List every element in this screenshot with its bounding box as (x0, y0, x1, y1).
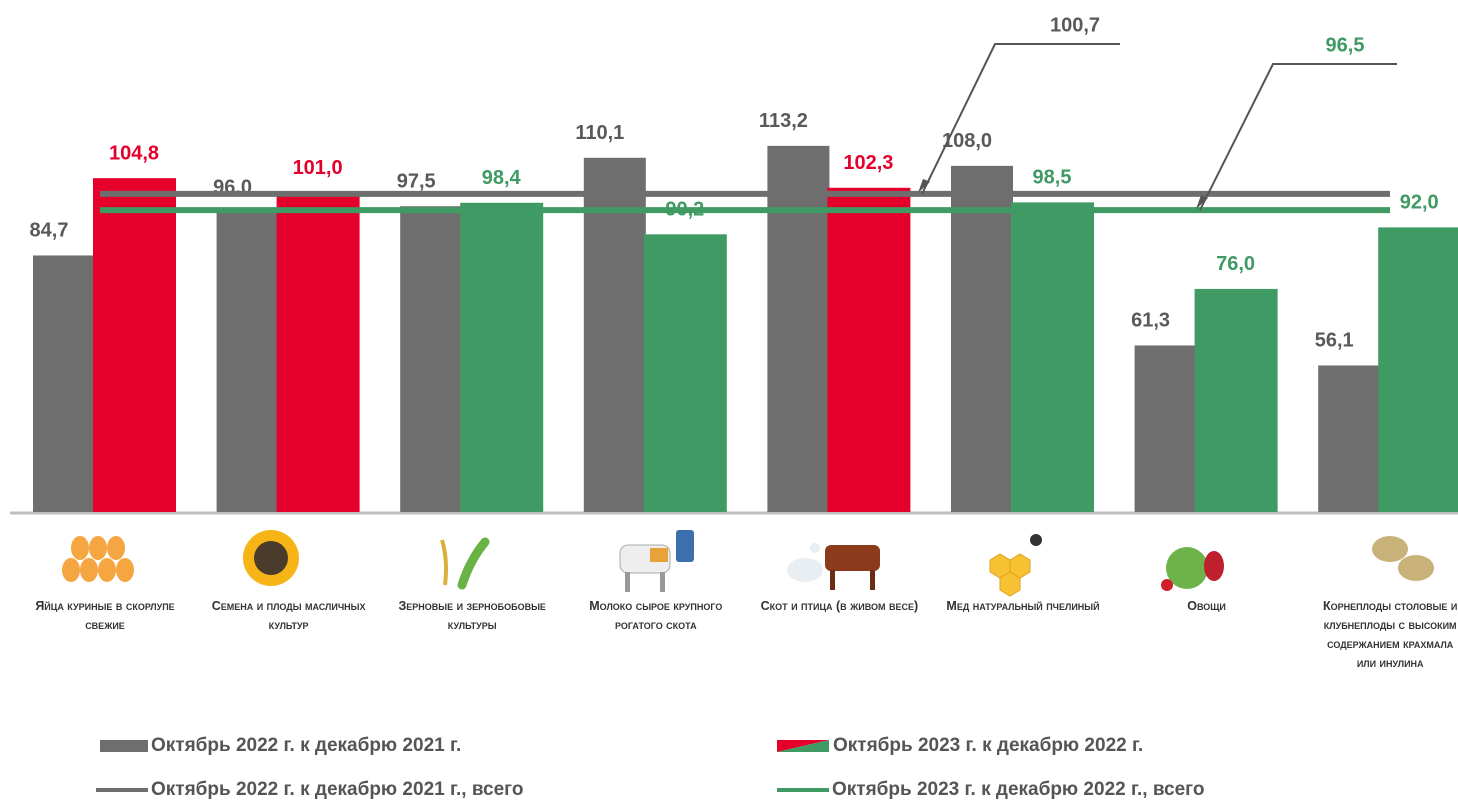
bar (827, 187, 911, 512)
bar (1378, 227, 1458, 512)
legend-label: Октябрь 2022 г. к декабрю 2021 г. (151, 735, 462, 756)
legend-swatch (777, 740, 829, 752)
reference-label: 100,7 (1050, 14, 1100, 36)
bar (1134, 345, 1197, 512)
bar (1011, 202, 1094, 512)
category-label: Мед натуральный пчелиный (946, 599, 1100, 613)
bar (400, 206, 463, 512)
callout-arrow (1196, 195, 1208, 210)
bar (216, 212, 279, 512)
legend-swatch (100, 740, 148, 752)
value-label: 110,1 (575, 122, 624, 144)
bar (33, 255, 95, 512)
value-label: 102,3 (843, 152, 893, 174)
category-label: Яйца куриные в скорлупе свежие (35, 599, 175, 632)
value-label: 98,5 (1033, 167, 1072, 189)
icon-eggs (62, 536, 134, 582)
value-label: 108,0 (942, 130, 992, 152)
legend-label: Октябрь 2023 г. к декабрю 2022 г., всего (832, 779, 1205, 800)
value-label: 101,0 (293, 157, 343, 179)
icon-vegetables (1161, 547, 1224, 591)
bar (583, 157, 646, 512)
icon-potatoes (1372, 536, 1434, 581)
value-label: 113,2 (759, 110, 808, 132)
legend-label: Октябрь 2022 г. к декабрю 2021 г., всего (151, 779, 524, 800)
value-label: 84,7 (30, 220, 69, 242)
bar (460, 202, 544, 512)
callout-line (1199, 63, 1397, 211)
category-label: Скот и птица (в живом весе) (760, 599, 919, 613)
value-label: 56,1 (1315, 330, 1354, 352)
value-label: 97,5 (397, 171, 436, 193)
value-label: 61,3 (1131, 310, 1170, 332)
value-label: 92,0 (1400, 192, 1439, 214)
bar (951, 165, 1013, 512)
category-label: Молоко сырое крупного рогатого скота (589, 599, 723, 632)
reference-label: 96,5 (1326, 34, 1365, 56)
callout-arrow (918, 178, 930, 193)
bar (1194, 288, 1278, 512)
icon-sunflower (243, 530, 299, 586)
bar (93, 178, 176, 512)
bar (276, 192, 360, 512)
bar (767, 145, 830, 512)
value-label: 104,8 (109, 142, 159, 164)
category-label: Корнеплоды столовые и клубнеплоды с высо… (1322, 599, 1458, 670)
icon-livestock (787, 543, 880, 590)
category-label: Зерновые и зернобобовые культуры (398, 599, 546, 632)
icon-grain (440, 537, 490, 590)
category-label: Овощи (1187, 599, 1226, 613)
category-label: Семена и плоды масличных культур (211, 599, 366, 632)
value-label: 98,4 (482, 167, 522, 189)
bar (1318, 365, 1381, 512)
callout-line (921, 43, 1120, 195)
bar (643, 234, 727, 513)
icon-cow (619, 530, 694, 592)
icon-honey (989, 534, 1042, 597)
legend-label: Октябрь 2023 г. к декабрю 2022 г. (833, 735, 1144, 756)
value-label: 76,0 (1216, 253, 1255, 275)
